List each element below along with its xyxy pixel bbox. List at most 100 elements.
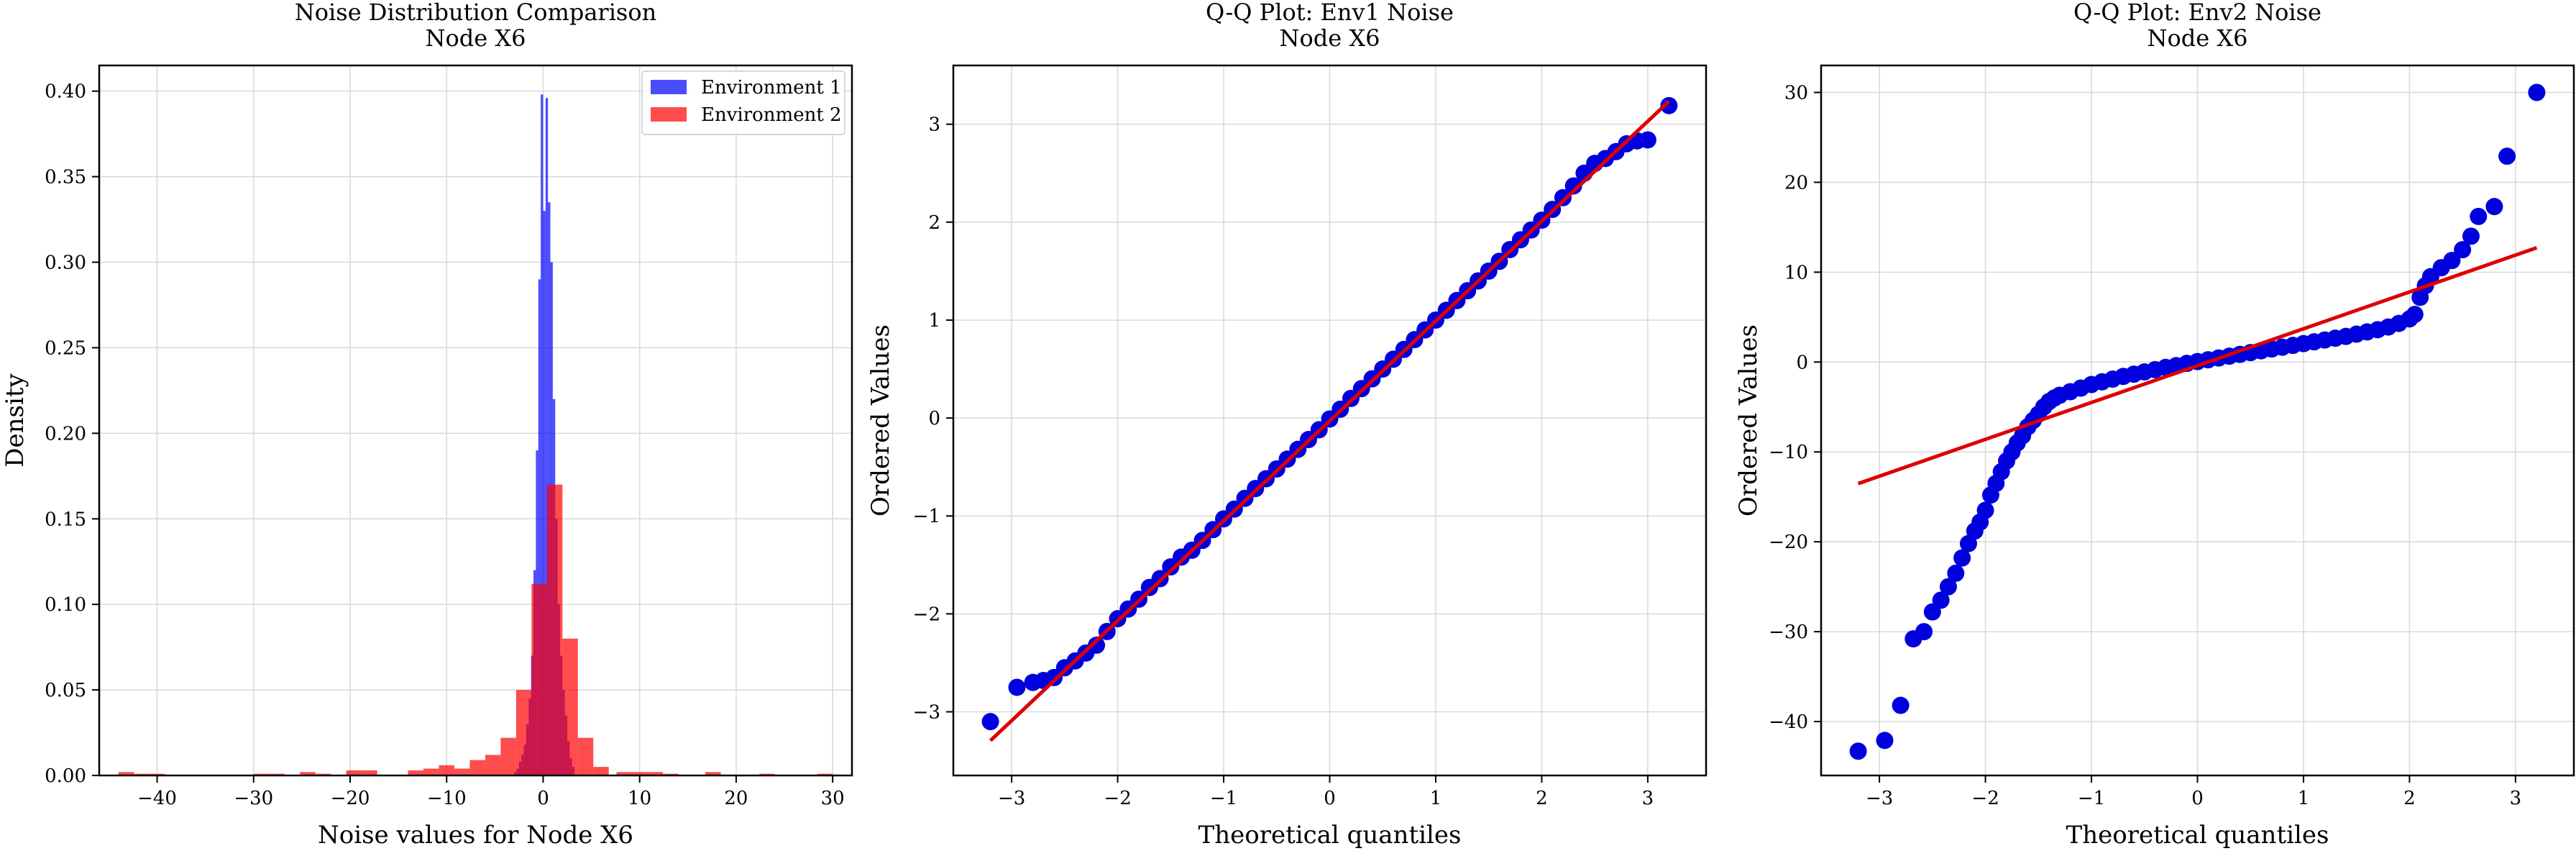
histogram-bar <box>562 638 578 775</box>
panel-1: −40 −30 −20 −10 0 10 20 30 0.00 0.05 0.10 0.15 0.20 0… <box>1 0 853 850</box>
x-tick-label: 1 <box>1430 788 1442 809</box>
y-tick-label: −10 <box>1769 442 1808 463</box>
chart-subtitle: Node X6 <box>426 24 526 52</box>
x-tick-label: 0 <box>1324 788 1336 809</box>
y-tick-label: −2 <box>913 604 940 625</box>
y-tick-label: 0.00 <box>45 765 86 787</box>
y-tick-label: 10 <box>1784 262 1808 283</box>
x-tick-label: −2 <box>1971 788 1999 809</box>
qq-point <box>2443 252 2461 270</box>
y-axis-label: Ordered Values <box>866 324 895 516</box>
x-tick-label: 3 <box>1642 788 1654 809</box>
qq-point <box>1939 578 1957 596</box>
y-axis-label: Density <box>1 373 29 467</box>
y-tick-label: 20 <box>1784 172 1808 194</box>
histogram-bar <box>531 583 547 775</box>
x-axis-label: Theoretical quantiles <box>2066 821 2329 850</box>
y-tick-label: −40 <box>1769 711 1808 733</box>
y-tick-label: 0 <box>1796 352 1808 373</box>
qq-point <box>981 713 999 731</box>
qq-point <box>1849 742 1867 760</box>
qq-point <box>1876 732 1894 750</box>
histogram-bar <box>362 770 377 775</box>
histogram-bar <box>515 690 532 775</box>
y-tick-label: −1 <box>913 506 940 527</box>
x-tick-label: −3 <box>1866 788 1893 809</box>
x-axis-label: Noise values for Node X6 <box>318 821 633 850</box>
qq-point <box>1947 564 1965 582</box>
histogram-bar <box>500 737 516 775</box>
histogram-bar <box>616 772 632 775</box>
qq-point <box>2406 306 2424 324</box>
legend-label: Environment 2 <box>701 104 842 126</box>
histogram-bar <box>538 279 541 775</box>
histogram-bar <box>300 772 316 775</box>
reference-line <box>989 100 1671 742</box>
y-tick-label: 30 <box>1784 82 1808 104</box>
qq-points <box>1849 83 2546 760</box>
x-tick-label: −1 <box>1210 788 1237 809</box>
plot-frame <box>98 64 853 777</box>
qq-point <box>2454 241 2472 259</box>
chart-title: Noise Distribution Comparison <box>295 0 656 26</box>
histogram-bar <box>485 755 501 775</box>
x-tick-label: 0 <box>2191 788 2204 809</box>
histogram-bar <box>631 772 648 775</box>
x-tick-label: 20 <box>724 788 748 809</box>
histogram-bar <box>545 98 549 775</box>
qq-point <box>1564 177 1582 195</box>
x-tick-label: −10 <box>427 788 467 809</box>
chart-subtitle: Node X6 <box>1280 24 1380 52</box>
histogram-bar <box>543 211 546 775</box>
qq-point <box>2470 207 2488 225</box>
y-tick-label: −20 <box>1769 532 1808 553</box>
y-tick-label: −30 <box>1769 622 1808 643</box>
x-tick-label: 2 <box>2403 788 2416 809</box>
histogram-bar <box>541 94 544 775</box>
chart-subtitle: Node X6 <box>2148 24 2248 52</box>
histogram-bar <box>439 765 454 775</box>
histogram-bar <box>408 770 424 775</box>
x-tick-label: 10 <box>628 788 651 809</box>
x-tick-label: −2 <box>1104 788 1131 809</box>
reference-line <box>1857 246 2538 486</box>
qq-point <box>2528 83 2546 101</box>
x-tick-label: 2 <box>1536 788 1548 809</box>
qq-point <box>2498 147 2516 165</box>
y-tick-label: 0.25 <box>45 337 86 359</box>
y-tick-label: −3 <box>913 702 940 724</box>
qq-point <box>1638 131 1656 149</box>
y-tick-label: 0.20 <box>45 423 86 445</box>
x-tick-label: 30 <box>821 788 845 809</box>
histogram-bar <box>118 772 134 775</box>
qq-point <box>1660 96 1678 114</box>
y-tick-label: 1 <box>928 310 940 332</box>
qq-point <box>1953 549 1971 567</box>
histogram-bar <box>593 767 609 775</box>
x-tick-label: 3 <box>2510 788 2522 809</box>
histogram-bar <box>705 772 721 775</box>
qq-point <box>1932 591 1950 609</box>
qq-point <box>1088 636 1106 654</box>
x-tick-label: −1 <box>2078 788 2105 809</box>
legend-swatch <box>651 80 687 94</box>
qq-point <box>1554 188 1572 206</box>
histogram-bar <box>577 737 594 775</box>
y-tick-label: 0 <box>928 408 940 429</box>
x-tick-label: −30 <box>234 788 273 809</box>
qq-point <box>1976 501 1994 519</box>
y-tick-label: 0.30 <box>45 252 86 274</box>
histogram-bar <box>647 772 663 775</box>
y-tick-label: 0.05 <box>45 680 86 701</box>
x-tick-label: −40 <box>137 788 177 809</box>
histogram-bar <box>454 768 470 775</box>
panel-2: −3 −2 −1 0 1 2 3 −3 −2 −1 0 1 2 3 Q-Q Plot: Env1 Noise… <box>866 0 1708 850</box>
series-2 <box>118 484 833 775</box>
qq-point <box>2485 198 2503 216</box>
x-tick-label: 0 <box>537 788 549 809</box>
chart-title: Q-Q Plot: Env1 Noise <box>1206 0 1454 26</box>
histogram-bar <box>469 760 485 775</box>
legend: Environment 1 Environment 2 <box>641 70 845 135</box>
y-axis-label: Ordered Values <box>1734 324 1763 516</box>
